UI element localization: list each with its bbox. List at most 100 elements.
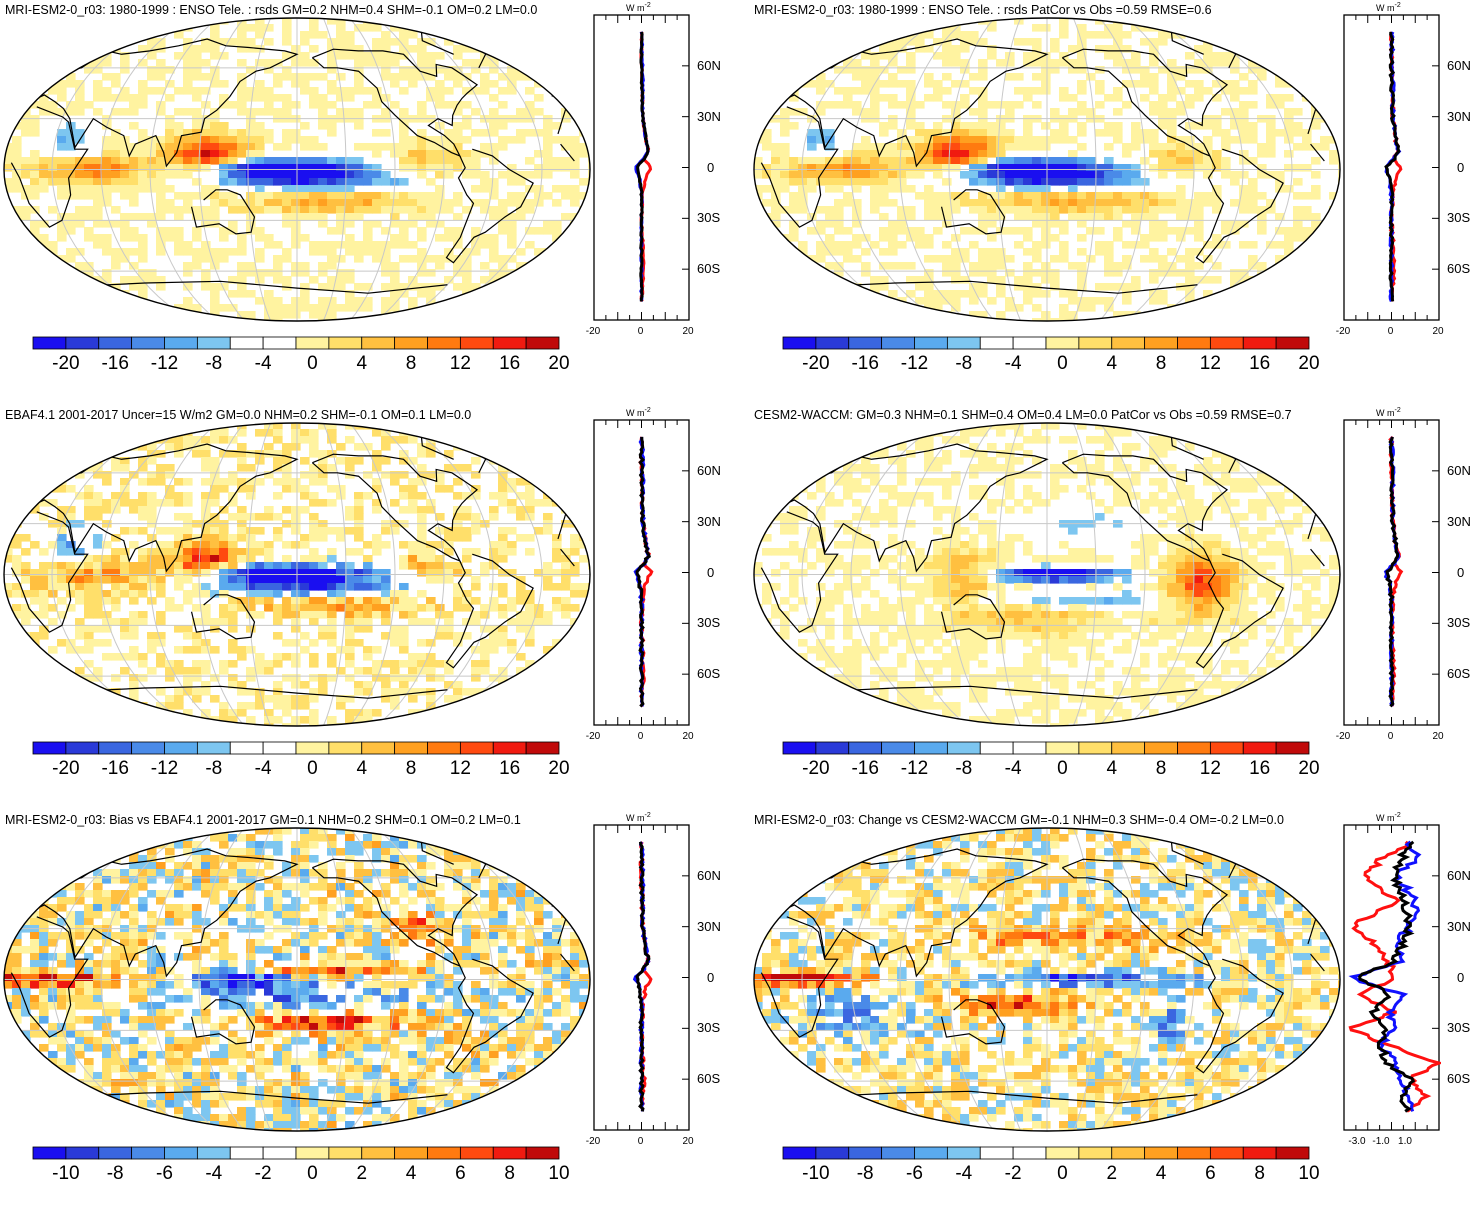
map-cell — [570, 702, 580, 710]
map-cell — [1032, 38, 1042, 46]
map-cell — [318, 262, 328, 270]
map-cell — [825, 171, 835, 179]
map-cell — [219, 429, 229, 437]
map-cell — [111, 653, 121, 661]
map-cell — [807, 290, 817, 298]
colorbar-swatch — [296, 337, 329, 349]
map-cell — [174, 227, 184, 235]
map-cell — [183, 436, 193, 444]
map-cell — [1158, 192, 1168, 200]
map-cell — [462, 122, 472, 130]
map-cell — [138, 436, 148, 444]
map-cell — [183, 143, 193, 151]
map-cell — [816, 227, 826, 235]
map-cell — [435, 157, 445, 165]
map-cell — [1185, 248, 1195, 256]
map-cell — [897, 150, 907, 158]
map-cell — [21, 709, 31, 717]
map-cell — [1005, 178, 1015, 186]
map-cell — [138, 576, 148, 584]
map-cell — [453, 709, 463, 717]
map-cell — [588, 45, 591, 53]
map-cell — [228, 136, 238, 144]
map-cell — [273, 576, 283, 584]
map-cell — [354, 597, 364, 605]
map-cell — [498, 122, 508, 130]
map-cell — [282, 695, 292, 703]
map-cell — [843, 87, 853, 95]
map-cell — [3, 646, 13, 654]
map-cell — [552, 24, 562, 32]
map-cell — [219, 199, 229, 207]
map-cell — [1257, 304, 1267, 312]
map-cell — [354, 625, 364, 633]
map-cell — [1302, 304, 1312, 312]
map-cell — [534, 73, 544, 81]
map-cell — [102, 506, 112, 514]
map-cell — [273, 276, 283, 284]
map-cell — [942, 269, 952, 277]
map-cell — [246, 269, 256, 277]
map-cell — [174, 492, 184, 500]
map-cell — [156, 471, 166, 479]
map-cell — [1059, 199, 1069, 207]
map-cell — [498, 422, 508, 430]
map-cell — [1338, 269, 1341, 277]
map-cell — [825, 24, 835, 32]
map-cell — [498, 688, 508, 696]
map-cell — [1311, 297, 1321, 305]
map-cell — [3, 457, 13, 465]
map-cell — [1140, 66, 1150, 74]
map-cell — [129, 499, 139, 507]
map-cell — [300, 143, 310, 151]
map-cell — [273, 632, 283, 640]
map-cell — [264, 94, 274, 102]
map-cell — [516, 702, 526, 710]
map-cell — [408, 297, 418, 305]
map-cell — [354, 255, 364, 263]
map-cell — [1257, 227, 1267, 235]
map-cell — [426, 157, 436, 165]
map-cell — [156, 562, 166, 570]
map-cell — [1266, 24, 1276, 32]
map-cell — [843, 283, 853, 291]
map-cell — [924, 192, 934, 200]
map-cell — [309, 164, 319, 172]
map-cell — [174, 108, 184, 116]
map-cell — [336, 283, 346, 291]
map-cell — [861, 80, 871, 88]
map-cell — [129, 569, 139, 577]
map-cell — [1032, 255, 1042, 263]
map-cell — [300, 234, 310, 242]
map-cell — [897, 80, 907, 88]
map-cell — [84, 562, 94, 570]
map-cell — [1248, 87, 1258, 95]
map-cell — [588, 520, 591, 528]
map-cell — [417, 108, 427, 116]
map-cell — [48, 667, 58, 675]
map-cell — [1167, 94, 1177, 102]
map-cell — [426, 87, 436, 95]
map-cell — [516, 129, 526, 137]
map-cell — [3, 304, 13, 312]
map-cell — [129, 625, 139, 633]
map-cell — [1302, 290, 1312, 298]
map-cell — [210, 304, 220, 312]
map-cell — [318, 171, 328, 179]
map-cell — [255, 94, 265, 102]
map-cell — [336, 457, 346, 465]
map-cell — [1149, 192, 1159, 200]
map-cell — [1113, 24, 1123, 32]
map-cell — [327, 101, 337, 109]
map-cell — [129, 213, 139, 221]
map-cell — [39, 45, 49, 53]
map-cell — [861, 143, 871, 151]
map-cell — [3, 443, 13, 451]
map-cell — [363, 101, 373, 109]
map-cell — [399, 716, 409, 724]
map-cell — [129, 304, 139, 312]
map-cell — [57, 695, 67, 703]
map-cell — [870, 206, 880, 214]
map-cell — [57, 597, 67, 605]
map-cell — [852, 101, 862, 109]
